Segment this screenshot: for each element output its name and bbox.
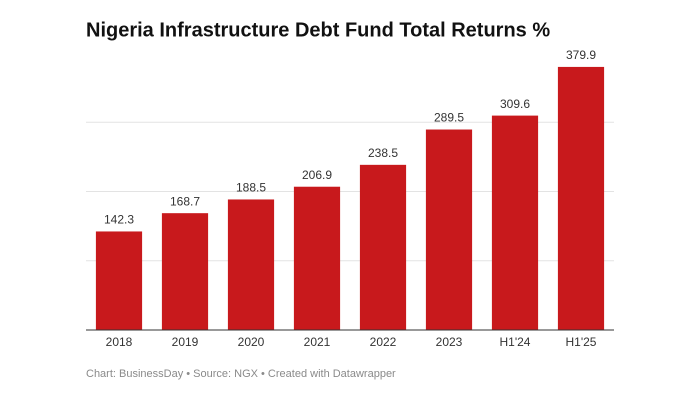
bar xyxy=(293,186,341,330)
bar xyxy=(359,164,407,330)
x-tick-label: 2020 xyxy=(238,335,265,349)
value-label: 188.5 xyxy=(236,181,266,195)
bar xyxy=(227,199,275,330)
source-note: Chart: BusinessDay • Source: NGX • Creat… xyxy=(86,368,396,380)
value-label: 309.6 xyxy=(500,97,530,111)
x-tick-label: H1'25 xyxy=(566,335,597,349)
bar xyxy=(557,66,605,330)
value-label: 168.7 xyxy=(170,194,200,208)
value-label: 238.5 xyxy=(368,146,398,160)
x-tick-label: 2019 xyxy=(172,335,199,349)
x-tick-label: H1'24 xyxy=(500,335,531,349)
bar xyxy=(491,115,539,331)
bar xyxy=(95,231,143,330)
x-tick-label: 2022 xyxy=(370,335,397,349)
bar xyxy=(161,213,209,330)
chart-title: Nigeria Infrastructure Debt Fund Total R… xyxy=(86,19,550,41)
value-label: 379.9 xyxy=(566,48,596,62)
x-tick-label: 2021 xyxy=(304,335,331,349)
value-label: 206.9 xyxy=(302,168,332,182)
bar xyxy=(425,129,473,330)
x-tick-label: 2018 xyxy=(106,335,133,349)
value-label: 289.5 xyxy=(434,111,464,125)
x-tick-label: 2023 xyxy=(436,335,463,349)
value-label: 142.3 xyxy=(104,213,134,227)
